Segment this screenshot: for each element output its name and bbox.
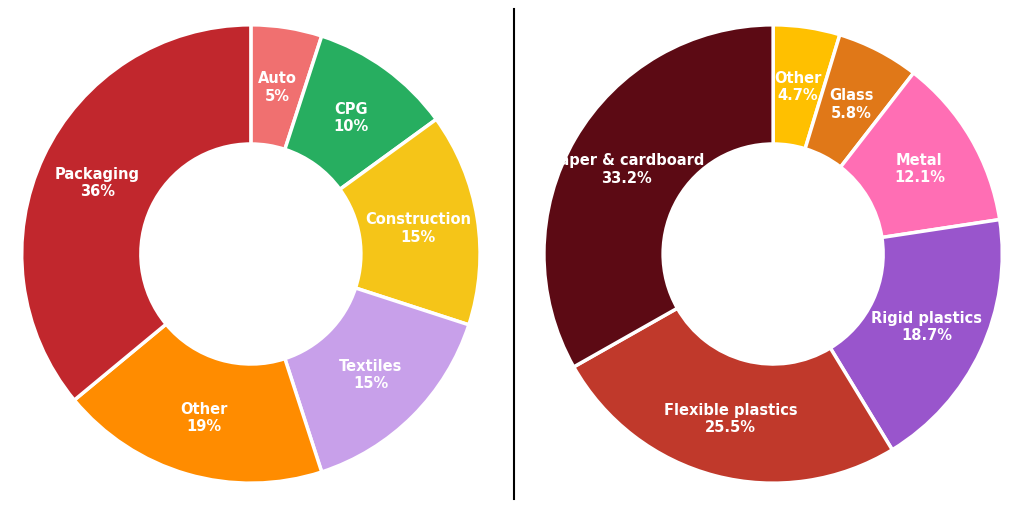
Wedge shape <box>75 324 322 483</box>
Text: Auto
5%: Auto 5% <box>258 71 297 103</box>
Wedge shape <box>285 289 469 472</box>
Text: Glass
5.8%: Glass 5.8% <box>828 88 873 120</box>
Wedge shape <box>22 26 251 400</box>
Text: Flexible plastics
25.5%: Flexible plastics 25.5% <box>664 402 798 435</box>
Text: Other
4.7%: Other 4.7% <box>774 71 821 103</box>
Text: Paper & cardboard
33.2%: Paper & cardboard 33.2% <box>549 153 705 185</box>
Wedge shape <box>340 120 480 325</box>
Text: Other
19%: Other 19% <box>180 401 227 433</box>
Wedge shape <box>841 74 999 238</box>
Wedge shape <box>805 36 913 168</box>
Text: Packaging
36%: Packaging 36% <box>55 166 140 199</box>
Wedge shape <box>544 26 773 367</box>
Text: CPG
10%: CPG 10% <box>333 101 369 134</box>
Text: Construction
15%: Construction 15% <box>366 212 471 244</box>
Text: Textiles
15%: Textiles 15% <box>339 358 402 390</box>
Wedge shape <box>773 26 840 150</box>
Wedge shape <box>830 220 1002 450</box>
Wedge shape <box>573 308 892 483</box>
Wedge shape <box>285 37 436 190</box>
Text: Metal
12.1%: Metal 12.1% <box>894 153 945 185</box>
Wedge shape <box>251 26 322 150</box>
Text: Rigid plastics
18.7%: Rigid plastics 18.7% <box>871 310 982 342</box>
